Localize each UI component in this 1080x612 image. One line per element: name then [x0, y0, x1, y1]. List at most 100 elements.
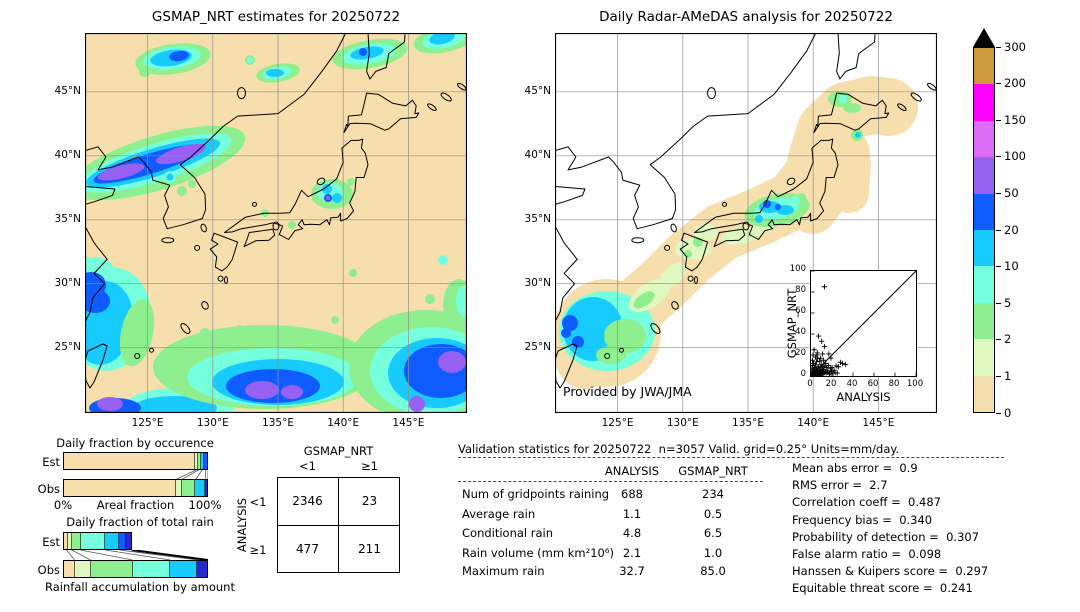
- inset-xtick-label: 20: [825, 379, 837, 389]
- inset-ytick-label: 60: [795, 306, 806, 316]
- validation-analysis-value: 1.1: [622, 507, 642, 521]
- map-border: [85, 33, 467, 413]
- colorbar-segment: [974, 120, 994, 158]
- colorbar-tick-label: 0: [1004, 405, 1012, 420]
- colorbar-overflow-arrow: [973, 28, 995, 47]
- lat-tick-label: 30°N: [524, 276, 551, 289]
- colorbar-tick: [996, 192, 1001, 194]
- bar-segment: [64, 480, 177, 496]
- colorbar-tick: [996, 83, 1001, 85]
- bar-segment: [104, 533, 119, 549]
- colorbar-tick-label: 20: [1004, 222, 1019, 237]
- contingency-col-label-lt1: <1: [299, 459, 316, 473]
- bar-segment: [196, 561, 207, 577]
- occurrence-est-label: Est: [42, 455, 60, 469]
- colorbar-tick-label: 2: [1004, 332, 1012, 347]
- totalrain-chart-title: Daily fraction of total rain: [66, 515, 214, 529]
- colorbar-tick-label: 5: [1004, 295, 1012, 310]
- bar-connectors: [66, 550, 208, 560]
- lat-tick-label: 30°N: [54, 276, 81, 289]
- contingency-row-label-ge1: ≥1: [249, 543, 267, 557]
- colorbar-segment: [974, 375, 994, 413]
- bar-segment: [195, 480, 205, 496]
- contingency-row-header: ANALYSIS: [235, 497, 249, 553]
- bar-totalrain-est: [63, 532, 132, 550]
- contingency-grid-hline: [278, 525, 399, 526]
- validation-title: Validation statistics for 20250722 n=305…: [458, 442, 900, 456]
- score-line: Probability of detection = 0.307: [792, 529, 980, 544]
- lon-tick-label: 130°E: [666, 417, 699, 429]
- validation-row-label: Average rain: [462, 507, 536, 521]
- validation-gsmap-value: 1.0: [703, 546, 723, 560]
- lat-tick-label: 45°N: [54, 84, 81, 97]
- validation-row-label: Rain volume (mm km²10⁶): [462, 546, 614, 560]
- contingency-value-hits-none: 2346: [292, 494, 323, 508]
- lon-tick-label: 125°E: [131, 417, 164, 429]
- inset-ytick-label: 80: [795, 285, 806, 295]
- validation-gsmap-value: 0.5: [703, 507, 723, 521]
- totalrain-bars: [63, 532, 208, 580]
- lon-tick-label: 125°E: [601, 417, 634, 429]
- occurrence-obs-label: Obs: [37, 482, 60, 496]
- validation-gsmap-value: 85.0: [700, 564, 726, 578]
- gsmap-map-title: GSMAP_NRT estimates for 20250722: [151, 9, 401, 25]
- bar-segment: [64, 561, 76, 577]
- inset-xtick-label: 100: [906, 379, 924, 389]
- bar-segment: [80, 533, 105, 549]
- bar-segment: [67, 533, 73, 549]
- occurrence-x0-label: 0%: [53, 498, 73, 512]
- bar-segment: [169, 561, 197, 577]
- bar-segment: [201, 453, 205, 469]
- lat-tick-label: 35°N: [524, 212, 551, 225]
- validation-row-label: Conditional rain: [462, 526, 554, 540]
- occurrence-xaxis-label: Areal fraction: [96, 498, 175, 512]
- totalrain-est-label: Est: [42, 535, 60, 549]
- inset-scatter-panel: GSMAP_NRT ANALYSIS 0 0 20 20 40 40 60 60 80 80 100…: [770, 262, 945, 412]
- validation-analysis-value: 2.1: [622, 546, 642, 560]
- score-line: Correlation coeff = 0.487: [792, 495, 941, 510]
- inset-ytick-label: 40: [795, 327, 806, 337]
- bar-totalrain-obs: [63, 560, 208, 578]
- validation-header-underline: [458, 481, 763, 482]
- colorbar-tick: [996, 375, 1001, 377]
- inset-ytick-label: 100: [789, 264, 806, 274]
- occurrence-bars: [63, 452, 208, 498]
- coastlines: [85, 33, 467, 389]
- bar-segment: [181, 480, 196, 496]
- inset-xtick-label: 0: [807, 379, 813, 389]
- score-line: RMS error = 2.7: [792, 478, 888, 493]
- contingency-col-label-ge1: ≥1: [361, 459, 378, 473]
- colorbar-tick: [996, 46, 1001, 48]
- validation-row-label: Maximum rain: [462, 564, 545, 578]
- lat-tick-label: 25°N: [54, 340, 81, 353]
- bar-segment: [125, 533, 131, 549]
- colorbar-segment: [974, 339, 994, 376]
- inset-scatter-plot: [811, 271, 916, 376]
- occurrence-x100-label: 100%: [188, 498, 222, 512]
- inset-xtick-label: 80: [888, 379, 900, 389]
- colorbar-tick: [996, 302, 1001, 304]
- bar-segment: [176, 480, 182, 496]
- lon-tick-label: 135°E: [262, 417, 294, 429]
- lon-tick-label: 145°E: [862, 417, 895, 429]
- bar-occurrence-est: [63, 452, 208, 470]
- score-line: Equitable threat score = 0.241: [792, 581, 973, 596]
- bar-segment: [197, 453, 202, 469]
- contingency-value-hits: 211: [358, 542, 381, 556]
- inset-xlabel: ANALYSIS: [836, 390, 891, 404]
- lat-tick-label: 35°N: [54, 212, 81, 225]
- score-line: Frequency bias = 0.340: [792, 512, 933, 527]
- colorbar-tick: [996, 339, 1001, 341]
- colorbar-segment: [974, 48, 994, 85]
- lat-tick-label: 25°N: [524, 340, 551, 353]
- colorbar-tick: [996, 229, 1001, 231]
- validation-title-underline: [458, 457, 1004, 458]
- colorbar-segment: [974, 193, 994, 231]
- inset-xtick-label: 60: [867, 379, 879, 389]
- colorbar-tick: [996, 412, 1001, 414]
- validation-analysis-value: 688: [621, 487, 643, 501]
- colorbar-tick: [996, 119, 1001, 121]
- colorbar: 0 1 2 5 10 20 50 100 150 200 300: [973, 28, 1033, 420]
- score-line: Hanssen & Kuipers score = 0.297: [792, 564, 989, 579]
